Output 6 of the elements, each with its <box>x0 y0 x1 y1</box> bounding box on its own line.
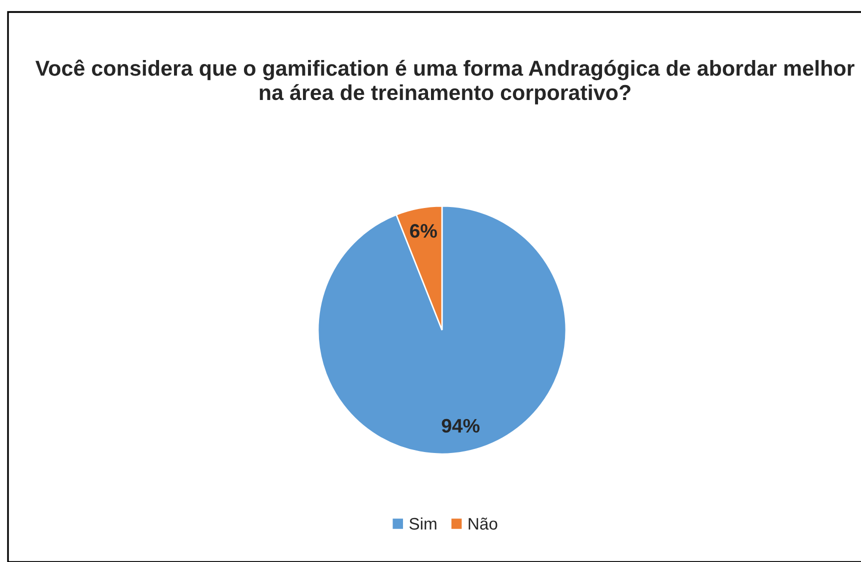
data-label: 94% <box>442 418 480 433</box>
legend-label: Sim <box>409 517 436 530</box>
legend-label: Não <box>468 518 498 530</box>
chart-title: Você considera que o gamification é uma forma Andragógica de abordar melhor na área de treinamento corporativo? <box>35 60 854 104</box>
pie-slice <box>317 205 567 455</box>
data-label: 6% <box>410 224 437 238</box>
